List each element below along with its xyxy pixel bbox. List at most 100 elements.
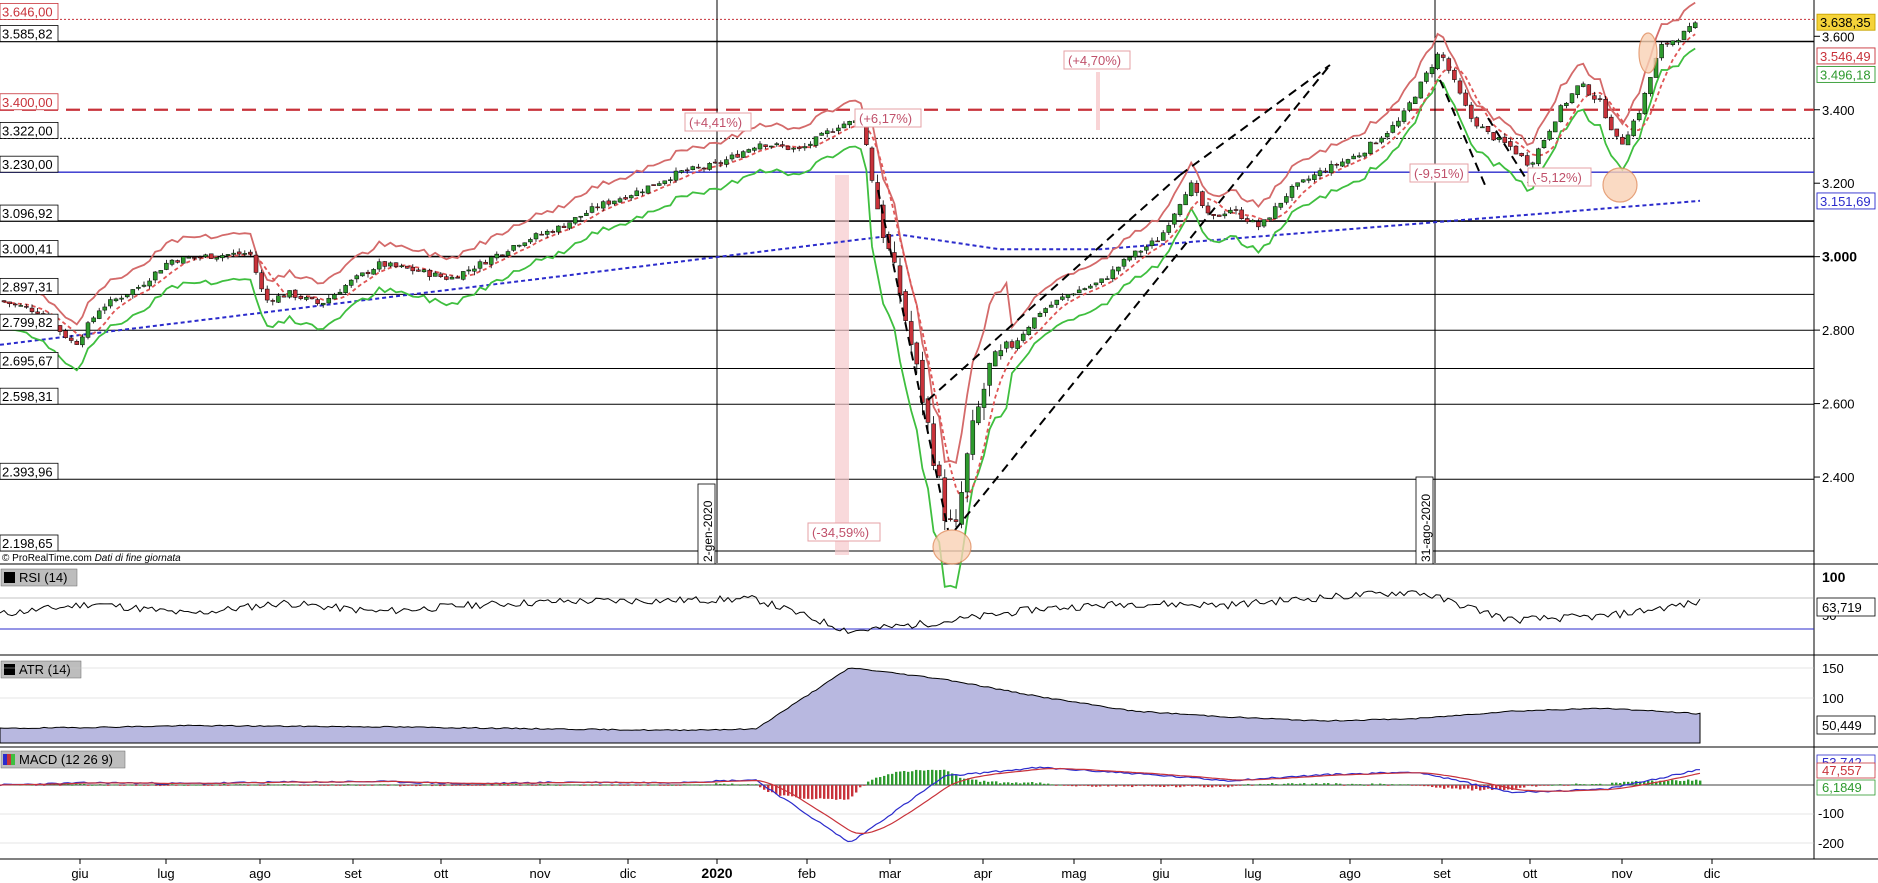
candle-body xyxy=(925,398,931,423)
macd-hist-bar xyxy=(511,784,514,786)
right-price-axis: 3.600 3.400 3.200 3.000 2.800 2.600 2.400 xyxy=(1814,29,1857,485)
macd-hist-bar xyxy=(571,784,574,786)
candle-body xyxy=(1648,77,1653,95)
macd-hist-bar xyxy=(655,784,658,786)
macd-hist-bar xyxy=(1479,785,1482,791)
candle-body xyxy=(511,245,516,251)
macd-hist-bar xyxy=(1107,785,1110,787)
candle-body xyxy=(466,269,472,272)
candle-body xyxy=(589,206,595,213)
macd-title-box xyxy=(0,750,126,769)
macd-hist-bar xyxy=(899,771,902,785)
percent-annotation-box xyxy=(854,108,922,128)
candle-body xyxy=(113,298,119,302)
candle-body xyxy=(1597,98,1603,100)
value-badge xyxy=(1816,13,1876,31)
macd-hist-bar xyxy=(55,784,58,786)
level-label: 2.598,31 xyxy=(2,389,53,404)
macd-hist-bar xyxy=(787,785,790,796)
macd-hist-bar xyxy=(1603,784,1606,786)
macd-hist-bar xyxy=(583,785,586,786)
candle-body xyxy=(1272,206,1278,219)
macd-hist-bar xyxy=(1387,785,1390,786)
candle-body xyxy=(236,251,242,255)
macd-hist-bar xyxy=(575,784,578,786)
macd-hist-bar xyxy=(1271,783,1274,785)
macd-hist-bar xyxy=(1639,781,1642,785)
macd-hist-bar xyxy=(1119,785,1122,786)
x-tick-label: feb xyxy=(798,866,816,881)
macd-hist-bar xyxy=(59,785,62,786)
candle-body xyxy=(1530,162,1536,165)
macd-hist-bar xyxy=(1051,784,1054,786)
macd-hist-bar xyxy=(827,785,830,799)
macd-hist-bar xyxy=(1447,785,1450,788)
candle-body xyxy=(1384,133,1390,138)
candle-body xyxy=(197,256,203,259)
macd-hist-bar xyxy=(1231,785,1234,787)
macd-hist-bar xyxy=(1623,781,1626,785)
level-label: 2.897,31 xyxy=(2,279,53,294)
macd-hist-bar xyxy=(163,785,166,786)
candle-body xyxy=(1429,67,1435,75)
candle-body xyxy=(1216,214,1222,217)
level-label-box xyxy=(0,387,59,405)
macd-hist-bar xyxy=(1143,785,1146,787)
macd-hist-bar xyxy=(855,785,858,793)
macd-hist-bar xyxy=(1299,783,1302,785)
price-tick: 3.200 xyxy=(1822,176,1855,191)
candle-body xyxy=(124,294,130,298)
candle-body xyxy=(516,244,522,247)
macd-hist-bar xyxy=(455,785,458,786)
price-series xyxy=(0,1,1701,589)
candle-body xyxy=(931,423,936,466)
macd-hist-bar xyxy=(1515,785,1518,789)
macd-hist-bar xyxy=(1567,785,1570,786)
macd-hist-bar xyxy=(403,785,406,787)
macd-hist-bar xyxy=(1163,785,1166,788)
candle-body xyxy=(729,154,735,160)
macd-hist-bar xyxy=(43,785,46,786)
percent-annotation-box xyxy=(684,112,752,132)
macd-hist-bar xyxy=(435,784,438,786)
candle-body xyxy=(421,269,427,273)
candle-body xyxy=(1474,117,1480,127)
candle-body xyxy=(1194,182,1200,193)
candle-body xyxy=(416,269,421,272)
macd-hist-bar xyxy=(275,784,278,786)
macd-hist-bar xyxy=(863,785,866,786)
macd-hist-bar xyxy=(1411,785,1414,786)
macd-hist-bar xyxy=(1171,785,1174,787)
macd-hist-bar xyxy=(307,785,310,786)
macd-hist-bar xyxy=(1451,785,1454,789)
vdate-label-1: 2-gen-2020 xyxy=(701,500,715,562)
candle-body xyxy=(1104,278,1110,280)
candle-body xyxy=(1692,22,1698,28)
x-tick-label: apr xyxy=(974,866,993,881)
macd-hist-bar xyxy=(439,785,442,787)
macd-hist-bar xyxy=(143,785,146,786)
macd-hist-bar xyxy=(1343,785,1346,786)
candle-body xyxy=(1536,148,1541,165)
percent-annotation: (-9,51%) xyxy=(1414,166,1464,181)
macd-hist-bar xyxy=(947,771,950,785)
candle-body xyxy=(595,206,600,209)
candle-body xyxy=(679,170,684,173)
macd-hist-bar xyxy=(247,785,250,786)
candle-body xyxy=(248,251,253,255)
candle-body xyxy=(449,276,455,280)
price-tick: 2.400 xyxy=(1822,470,1855,485)
candle-body xyxy=(1368,141,1373,154)
macd-hist-bar xyxy=(623,785,626,786)
macd-hist-bar xyxy=(803,785,806,799)
macd-hist-bar xyxy=(1535,785,1538,787)
candle-body xyxy=(1267,217,1272,220)
x-tick-label: mar xyxy=(879,866,902,881)
candle-body xyxy=(1457,80,1463,94)
candle-body xyxy=(1452,69,1457,80)
macd-hist-bar xyxy=(495,784,498,786)
candle-body xyxy=(1211,214,1216,216)
macd-hist-bar xyxy=(115,784,118,786)
source-brand: © ProRealTime.com Dati di fine giornata xyxy=(2,553,181,564)
